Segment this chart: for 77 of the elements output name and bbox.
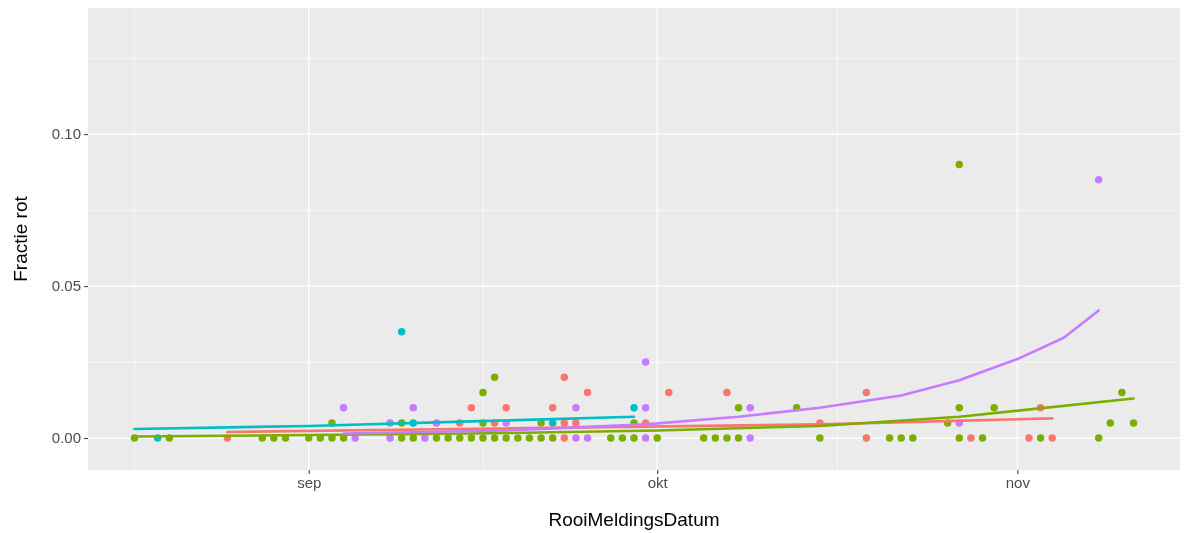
- point: [607, 434, 615, 442]
- y-tick-label: 0.05: [51, 277, 81, 295]
- point: [583, 434, 592, 442]
- point: [548, 403, 557, 412]
- point: [572, 434, 580, 442]
- point: [560, 373, 569, 382]
- point: [641, 358, 650, 366]
- point: [711, 434, 720, 442]
- point: [572, 419, 580, 427]
- point: [978, 434, 987, 442]
- point: [583, 388, 592, 397]
- point: [1048, 434, 1056, 442]
- y-tick-label: 0.00: [51, 429, 81, 447]
- point: [734, 403, 743, 412]
- x-tick-label: nov: [1005, 473, 1031, 491]
- point: [630, 434, 638, 442]
- point: [967, 434, 975, 442]
- point: [548, 419, 557, 427]
- point: [955, 403, 964, 412]
- point: [572, 403, 580, 412]
- point: [467, 403, 476, 412]
- line-series: [133, 415, 636, 431]
- point: [862, 388, 871, 397]
- point: [548, 434, 557, 442]
- point: [734, 434, 743, 442]
- point: [1129, 419, 1138, 427]
- point: [723, 434, 731, 442]
- point: [1094, 434, 1103, 442]
- x-axis-title: RooiMeldingsDatum: [548, 509, 720, 530]
- point: [641, 434, 650, 442]
- point: [409, 434, 418, 442]
- point: [630, 403, 638, 412]
- y-axis-title: Fractie rot: [10, 195, 31, 282]
- point: [641, 403, 650, 412]
- point: [525, 434, 534, 442]
- point: [456, 434, 464, 442]
- point: [560, 434, 569, 442]
- x-tick-label: okt: [647, 473, 669, 491]
- point: [409, 403, 418, 412]
- point: [1036, 434, 1045, 442]
- point: [862, 434, 871, 442]
- point: [1025, 434, 1033, 442]
- point: [339, 403, 348, 412]
- point: [467, 434, 476, 442]
- point: [514, 434, 522, 442]
- y-tick-label: 0.10: [51, 125, 81, 143]
- point: [1106, 419, 1115, 427]
- point: [990, 403, 998, 412]
- point: [490, 373, 499, 382]
- point: [699, 434, 708, 442]
- point: [885, 434, 894, 442]
- point: [490, 434, 499, 442]
- point: [479, 388, 487, 397]
- point: [397, 434, 406, 442]
- point: [897, 434, 905, 442]
- point: [502, 403, 510, 412]
- x-tick-label: sep: [297, 473, 322, 491]
- point: [723, 388, 731, 397]
- point: [502, 434, 510, 442]
- point: [432, 434, 441, 442]
- point: [1118, 388, 1126, 397]
- point: [444, 434, 452, 442]
- point: [653, 434, 661, 442]
- point: [665, 388, 673, 397]
- point: [909, 434, 917, 442]
- point: [537, 434, 545, 442]
- point: [421, 434, 429, 442]
- point: [560, 419, 569, 427]
- point: [955, 160, 964, 169]
- point: [397, 327, 406, 336]
- point: [816, 434, 824, 442]
- point: [1094, 176, 1103, 184]
- point: [479, 434, 487, 442]
- point: [955, 434, 964, 442]
- point: [746, 403, 754, 412]
- point: [746, 434, 754, 442]
- point: [618, 434, 627, 442]
